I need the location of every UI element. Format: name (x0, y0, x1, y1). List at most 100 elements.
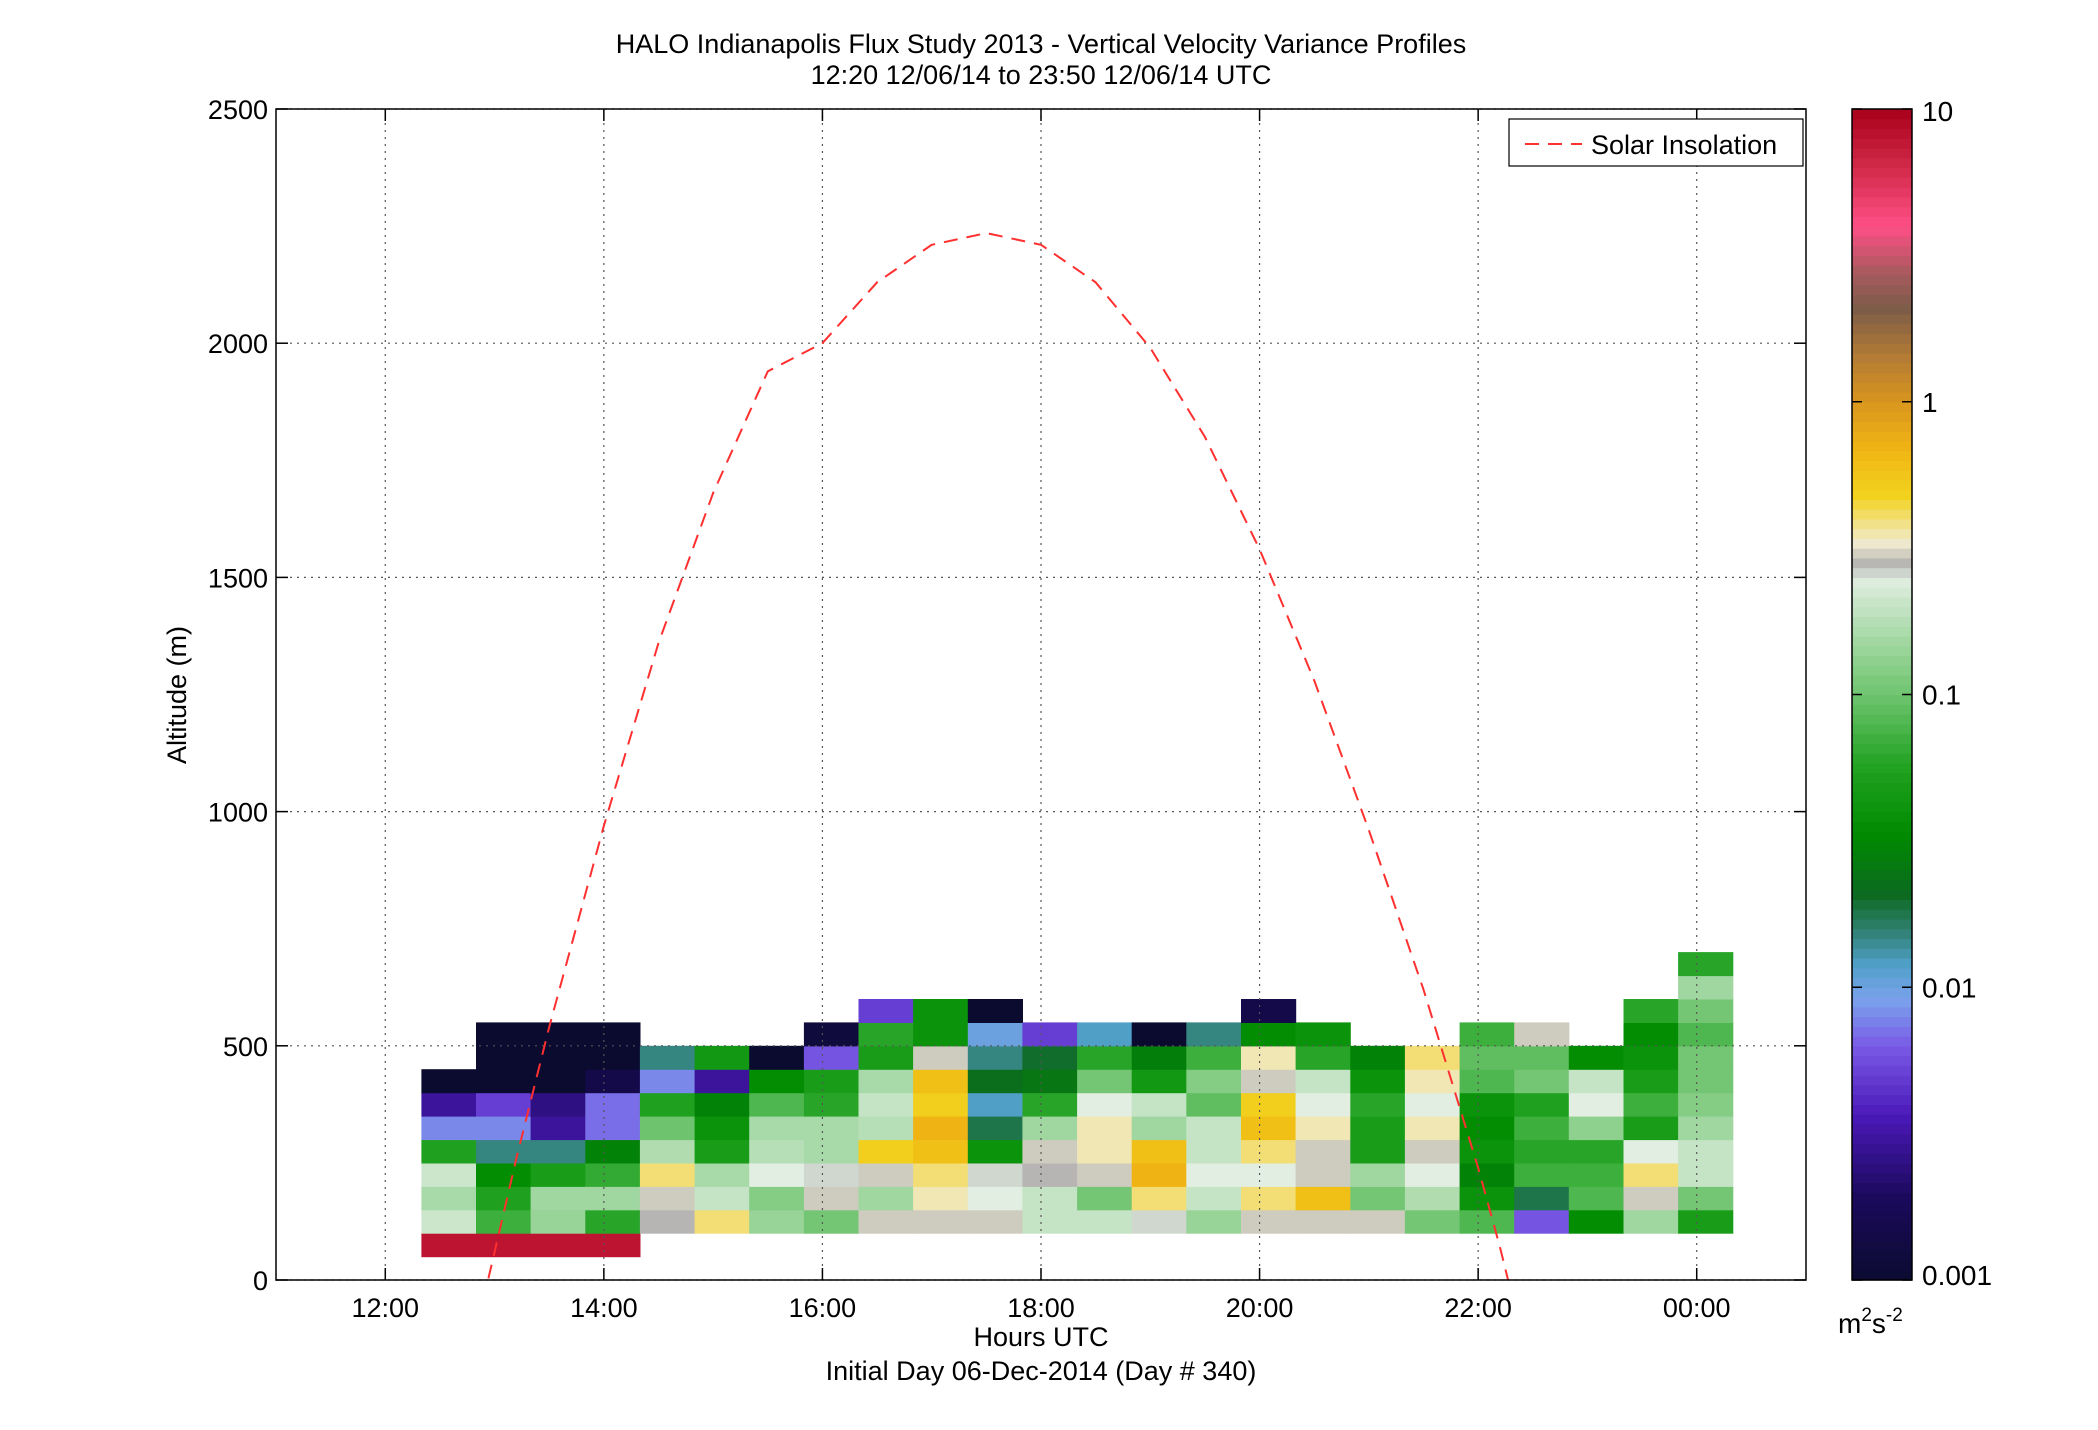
heatmap-cell (1514, 1069, 1570, 1094)
colorbar-segment (1852, 850, 1912, 861)
heatmap-cell (585, 1045, 641, 1070)
heatmap-cell (694, 1116, 750, 1141)
colorbar-unit-exp2: -2 (1886, 1305, 1903, 1326)
colorbar-segment (1852, 440, 1912, 452)
colorbar-segment (1852, 1026, 1912, 1037)
heatmap-cell (1186, 1186, 1242, 1211)
heatmap-cell (530, 1162, 586, 1187)
colorbar-tick-label: 1 (1922, 387, 1938, 418)
colorbar-segment (1852, 684, 1912, 696)
colorbar-segment (1852, 118, 1912, 130)
y-tick-label: 1000 (208, 798, 268, 828)
colorbar-segment (1852, 109, 1912, 120)
colorbar-segment (1852, 674, 1912, 686)
colorbar-segment (1852, 362, 1912, 374)
colorbar-segment (1852, 1231, 1912, 1242)
heatmap-cell (1077, 1092, 1133, 1117)
heatmap-cell (1295, 1162, 1351, 1187)
heatmap-cell (1404, 1139, 1461, 1164)
colorbar-segment (1852, 235, 1912, 247)
colorbar-segment (1852, 265, 1912, 276)
colorbar-segment (1852, 1182, 1912, 1193)
heatmap-cell (1350, 1092, 1406, 1117)
heatmap-cell (530, 1186, 586, 1211)
heatmap-cell (1623, 1162, 1679, 1187)
colorbar-segment (1852, 626, 1912, 637)
heatmap-cell (967, 1162, 1023, 1187)
colorbar-segment (1852, 1250, 1912, 1262)
heatmap-cell (1623, 1092, 1679, 1117)
heatmap-cell (1131, 1209, 1187, 1234)
colorbar-segment (1852, 470, 1912, 481)
heatmap-cell (1350, 1162, 1406, 1187)
heatmap-cell (1077, 1022, 1133, 1047)
heatmap-cell (421, 1233, 477, 1258)
heatmap-cell (585, 1233, 641, 1258)
heatmap-cell (1186, 1139, 1242, 1164)
heatmap-cell (1514, 1139, 1570, 1164)
heatmap-cell (694, 1162, 750, 1187)
heatmap-cell (421, 1209, 477, 1234)
heatmap-cell (1186, 1092, 1242, 1117)
colorbar-segment (1852, 206, 1912, 217)
heatmap-cell (967, 1116, 1023, 1141)
heatmap-cell (913, 1116, 969, 1141)
colorbar-segment (1852, 957, 1912, 969)
colorbar-segment (1852, 704, 1912, 715)
x-tick-label: 16:00 (789, 1293, 857, 1323)
heatmap-cell (1678, 1022, 1734, 1047)
x-axis-label: Hours UTC (973, 1322, 1108, 1352)
heatmap-cell (694, 1092, 750, 1117)
heatmap-cell (1241, 1186, 1297, 1211)
heatmap-cell (1131, 1092, 1187, 1117)
heatmap-cell (1022, 1069, 1078, 1094)
heatmap-cell (476, 1162, 532, 1187)
heatmap-cell (1459, 1139, 1515, 1164)
colorbar-segment (1852, 421, 1912, 432)
heatmap-cell (858, 999, 914, 1023)
heatmap-cell (1514, 1186, 1570, 1211)
heatmap-cell (858, 1116, 914, 1141)
colorbar-segment (1852, 762, 1912, 774)
legend-box (1508, 118, 1804, 167)
colorbar-segment (1852, 1153, 1912, 1164)
heatmap-cell (1678, 1186, 1734, 1211)
heatmap-cell (530, 1022, 586, 1047)
heatmap-cell (1131, 1022, 1187, 1047)
heatmap-cell (749, 1139, 805, 1164)
colorbar-segment (1852, 782, 1912, 793)
colorbar-segment (1852, 148, 1912, 159)
heatmap-cell (476, 1139, 532, 1164)
colorbar-segment (1852, 948, 1912, 959)
heatmap-cell (1131, 1045, 1187, 1070)
heatmap-cell (1022, 1116, 1078, 1141)
colorbar-segment (1852, 723, 1912, 735)
heatmap-cell (913, 1045, 969, 1070)
colorbar-unit-exp1: 2 (1861, 1305, 1872, 1326)
heatmap-cell (913, 1162, 969, 1187)
colorbar-segment (1852, 226, 1912, 237)
heatmap-cell (1459, 1092, 1515, 1117)
colorbar-segment (1852, 1036, 1912, 1047)
heatmap-cell (1186, 1022, 1242, 1047)
x-tick-label: 00:00 (1663, 1293, 1731, 1323)
heatmap-cell (1514, 1045, 1570, 1070)
x-tick-label: 12:00 (351, 1293, 419, 1323)
colorbar-segment (1852, 382, 1912, 393)
heatmap-cell (476, 1022, 532, 1047)
colorbar-segment (1852, 967, 1912, 979)
heatmap-cell (1678, 952, 1734, 977)
heatmap-cell (1514, 1022, 1570, 1047)
colorbar-segment (1852, 1055, 1912, 1066)
heatmap-cell (476, 1233, 532, 1258)
colorbar-segment (1852, 1260, 1912, 1271)
heatmap-cell (1241, 1022, 1297, 1047)
heatmap-cell (1077, 1045, 1133, 1070)
heatmap-cell (1022, 1045, 1078, 1070)
heatmap-cell (421, 1092, 477, 1117)
heatmap-cell (421, 1186, 477, 1211)
legend: Solar Insolation (1508, 118, 1804, 167)
heatmap-cell (1514, 1162, 1570, 1187)
colorbar-segment (1852, 1075, 1912, 1086)
